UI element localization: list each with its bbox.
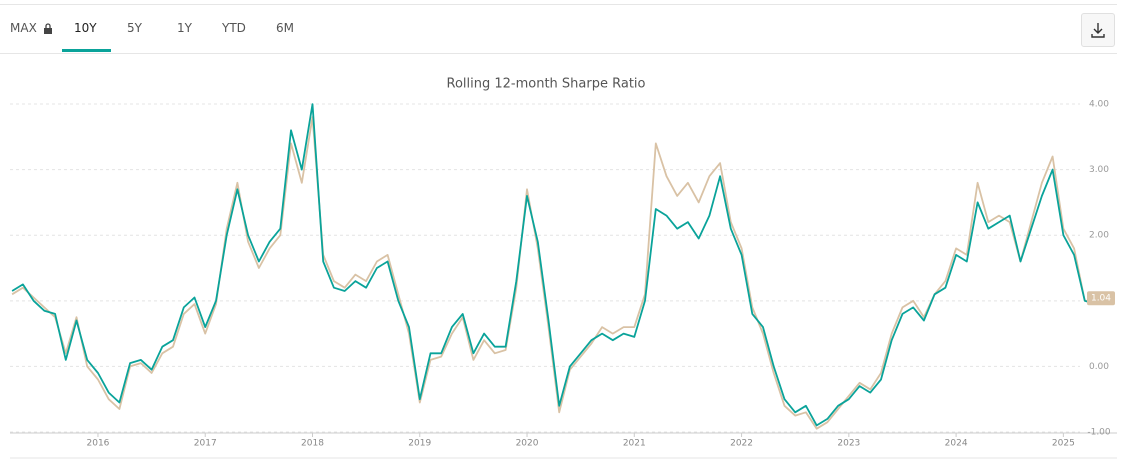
x-tick-label: 2024	[945, 439, 968, 449]
y-tick-label: -1.00	[1087, 428, 1111, 438]
range-tab[interactable]: MAX	[10, 21, 53, 35]
last-value-label: 1.04	[1091, 294, 1111, 304]
x-tick-label: 2019	[408, 439, 431, 449]
x-tick-label: 2025	[1052, 439, 1075, 449]
tab-underline	[62, 49, 111, 52]
toolbar: MAX 10Y 5Y 1Y YTD 6M	[0, 4, 1117, 54]
tab-label: 6M	[276, 21, 294, 35]
tab-label: 1Y	[177, 21, 192, 35]
range-tab[interactable]: 1Y	[177, 21, 192, 35]
download-button[interactable]	[1081, 13, 1115, 47]
y-tick-label: 0.00	[1089, 362, 1109, 372]
range-tab[interactable]: 5Y	[127, 21, 142, 35]
x-tick-label: 2016	[87, 439, 110, 449]
download-icon	[1091, 23, 1105, 38]
x-tick-label: 2020	[516, 439, 539, 449]
x-tick-label: 2018	[301, 439, 324, 449]
range-tab[interactable]: YTD	[222, 21, 246, 35]
y-tick-label: 2.00	[1089, 231, 1109, 241]
x-tick-label: 2021	[623, 439, 646, 449]
last-value-badge	[1087, 291, 1115, 306]
x-tick-label: 2023	[837, 439, 860, 449]
y-tick-label: 3.00	[1089, 165, 1109, 175]
series-line	[11, 116, 1107, 430]
range-tab[interactable]: 10Y	[74, 21, 97, 35]
range-tab[interactable]: 6M	[276, 21, 294, 35]
tab-label: YTD	[222, 21, 246, 35]
lock-icon	[43, 22, 52, 34]
y-tick-label: 4.00	[1089, 100, 1109, 110]
tab-label: 5Y	[127, 21, 142, 35]
series-line	[11, 103, 1107, 427]
x-tick-label: 2022	[730, 439, 753, 449]
tab-label: 10Y	[74, 21, 97, 35]
tab-label: MAX	[10, 21, 37, 35]
chart-title: Rolling 12-month Sharpe Ratio	[447, 77, 646, 92]
x-tick-label: 2017	[194, 439, 217, 449]
